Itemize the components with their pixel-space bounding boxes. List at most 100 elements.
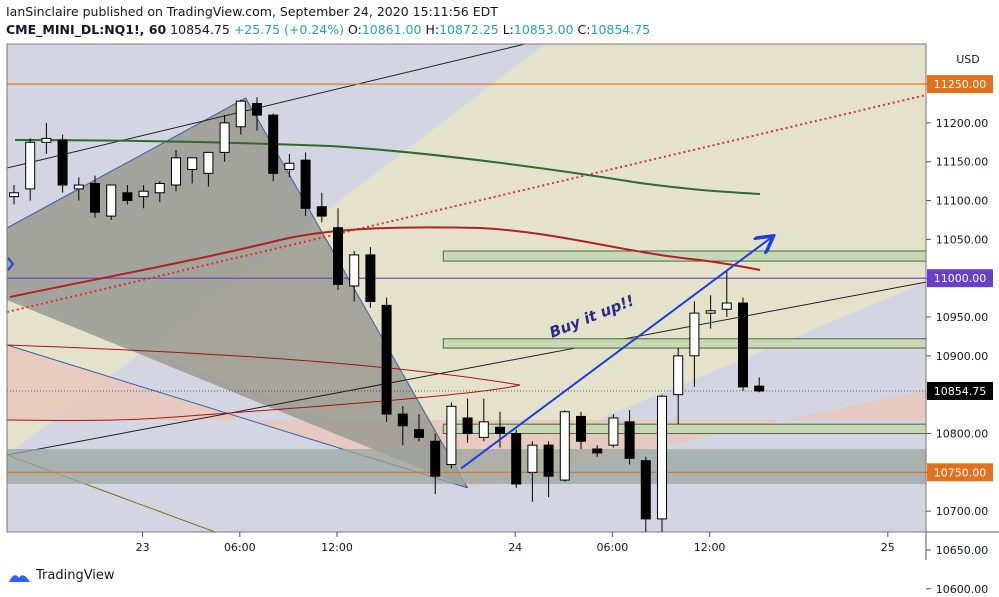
price-change: +25.75 (+0.24%) xyxy=(233,22,344,37)
close-value: 10854.75 xyxy=(590,22,651,37)
footer-brand: TradingView xyxy=(36,568,115,583)
candle-body xyxy=(73,184,84,190)
candle-body xyxy=(446,405,457,466)
candle-body xyxy=(559,411,570,481)
candle-body xyxy=(495,426,505,434)
price-axis xyxy=(926,44,999,532)
tradingview-footer[interactable]: TradingView xyxy=(8,568,115,583)
candle-body xyxy=(754,385,765,392)
candle-body xyxy=(187,157,198,170)
green-moving-average xyxy=(14,139,761,195)
candle-body xyxy=(235,100,246,128)
candle-body xyxy=(284,162,295,170)
candle-body xyxy=(478,421,489,438)
candle-body xyxy=(543,444,554,477)
candle-body xyxy=(738,302,748,388)
close-label: C: xyxy=(577,22,591,37)
price-label-text: 11000.00 xyxy=(934,272,987,285)
wedge-edge-top xyxy=(7,97,246,229)
red-moving-average xyxy=(9,226,761,298)
x-tick-label: 12:00 xyxy=(321,541,353,554)
candle-body xyxy=(171,157,181,186)
price-label-text: 10854.75 xyxy=(934,385,987,398)
x-tick-label: 06:00 xyxy=(224,541,256,554)
candle-body xyxy=(268,114,279,174)
candle-body xyxy=(721,302,732,310)
candle-body xyxy=(90,182,100,213)
upper-channel-line xyxy=(7,44,526,169)
left-arrow-stub xyxy=(7,257,15,271)
x-tick-label: 23 xyxy=(136,541,150,554)
candle-body xyxy=(106,184,117,217)
candle-body xyxy=(511,432,522,485)
resistance-box-lower xyxy=(442,423,926,434)
y-tick-label: 10700.00 xyxy=(936,505,989,518)
dotted-trend-line xyxy=(7,94,926,313)
symbol-name[interactable]: CME_MINI_DL:NQ1!, 60 xyxy=(6,22,167,37)
publisher-line: IanSinclaire published on TradingView.co… xyxy=(6,4,498,19)
open-label: O: xyxy=(347,22,362,37)
candle-body xyxy=(154,182,165,194)
candle-body xyxy=(576,415,586,442)
candle-body xyxy=(462,417,473,434)
buy-arrow xyxy=(460,237,772,470)
y-tick-label: 11050.00 xyxy=(936,233,989,246)
open-value: 10861.00 xyxy=(361,22,422,37)
low-label: L: xyxy=(502,22,514,37)
candle-body xyxy=(414,429,424,438)
y-tick-label: 10950.00 xyxy=(936,311,989,324)
candle-body xyxy=(624,421,635,459)
y-tick-label: 10800.00 xyxy=(936,427,989,440)
candle-body xyxy=(25,141,36,190)
x-tick-label: 06:00 xyxy=(597,541,629,554)
last-price: 10854.75 xyxy=(170,22,230,37)
candle-body xyxy=(592,448,603,454)
candle-body xyxy=(640,460,651,520)
wedge-edge-down xyxy=(245,97,469,489)
y-tick-label: 10900.00 xyxy=(936,350,989,363)
candle-body xyxy=(397,413,408,427)
candle-body xyxy=(430,440,441,477)
candle-body xyxy=(9,192,19,198)
currency-label: USD xyxy=(956,53,980,66)
tradingview-logo-icon xyxy=(9,574,30,582)
y-tick-label: 11150.00 xyxy=(936,156,989,169)
candle-body xyxy=(252,102,262,116)
y-tick-label: 11200.00 xyxy=(936,117,989,130)
price-label-text: 10750.00 xyxy=(934,466,987,479)
candle-body xyxy=(316,206,327,217)
candle-body xyxy=(705,310,716,314)
candle-body xyxy=(333,227,343,285)
candle-body xyxy=(203,151,214,174)
candle-body xyxy=(219,122,230,153)
candle-body xyxy=(365,254,376,302)
candle-body xyxy=(349,254,360,287)
candle-body xyxy=(657,395,667,520)
x-tick-label: 24 xyxy=(508,541,522,554)
x-tick-label: 12:00 xyxy=(694,541,726,554)
price-label-badge xyxy=(927,463,993,482)
price-label-badge xyxy=(927,381,993,400)
candle-body xyxy=(41,137,52,143)
price-label-text: 11250.00 xyxy=(934,78,987,91)
candle-body xyxy=(527,444,538,473)
support-band xyxy=(7,449,926,484)
y-tick-label: 10650.00 xyxy=(936,544,989,557)
x-tick-label: 25 xyxy=(881,541,895,554)
symbol-legend: CME_MINI_DL:NQ1!, 60 10854.75 +25.75 (+0… xyxy=(6,22,650,37)
low-value: 10853.00 xyxy=(513,22,574,37)
resistance-box-upper xyxy=(442,250,926,262)
price-label-badge xyxy=(927,75,993,94)
plot-border xyxy=(6,43,927,533)
y-tick-label: 10600.00 xyxy=(936,583,989,596)
red-ellipse-line xyxy=(7,344,521,421)
high-label: H: xyxy=(425,22,440,37)
candle-body xyxy=(57,139,68,186)
candle-body xyxy=(122,192,133,202)
y-tick-label: 11100.00 xyxy=(936,195,989,208)
candle-body xyxy=(138,190,149,198)
candle-body xyxy=(673,355,684,396)
lower-channel-line xyxy=(7,281,926,456)
candle-body xyxy=(300,159,311,209)
